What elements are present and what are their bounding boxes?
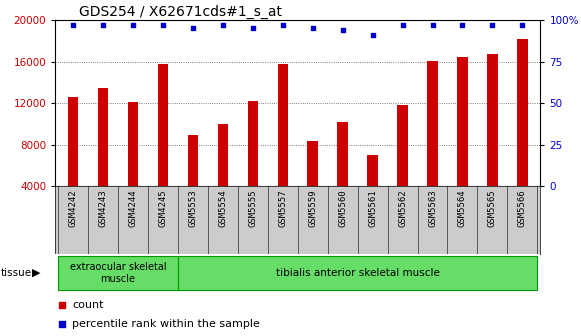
Point (428, 23, 437, 28)
Text: GSM4244: GSM4244 (128, 190, 138, 227)
Text: GDS254 / X62671cds#1_s_at: GDS254 / X62671cds#1_s_at (80, 5, 282, 19)
Text: percentile rank within the sample: percentile rank within the sample (72, 319, 260, 329)
Point (488, 23, 497, 28)
Text: GSM5560: GSM5560 (338, 190, 347, 227)
Bar (218, 124, 228, 228)
Text: GSM5554: GSM5554 (218, 190, 227, 227)
Point (98, 23, 107, 28)
Text: GSM5561: GSM5561 (368, 190, 377, 227)
Point (159, 23, 168, 28)
Point (218, 23, 228, 28)
Bar (58, 256, 178, 290)
Text: GSM5565: GSM5565 (488, 190, 497, 227)
Bar (98, 88, 108, 228)
Point (359, 26, 368, 31)
Bar (427, 61, 437, 228)
Point (518, 23, 527, 28)
Bar (517, 39, 528, 228)
Point (338, 28, 347, 33)
Text: GSM4243: GSM4243 (99, 190, 107, 227)
Text: GSM5563: GSM5563 (428, 190, 437, 227)
Bar (248, 101, 258, 228)
Text: extraocular skeletal
muscle: extraocular skeletal muscle (70, 262, 166, 284)
Text: GSM5562: GSM5562 (398, 190, 407, 227)
Text: tibialis anterior skeletal muscle: tibialis anterior skeletal muscle (276, 268, 440, 278)
Point (188, 26, 198, 31)
Bar (457, 56, 468, 228)
Point (368, 33, 377, 38)
Bar (487, 54, 498, 228)
Text: GSM5555: GSM5555 (248, 190, 257, 227)
Bar (178, 256, 537, 290)
Text: GSM5553: GSM5553 (188, 190, 198, 227)
Bar (128, 102, 138, 228)
Point (398, 23, 407, 28)
Point (308, 26, 317, 31)
Text: GSM4245: GSM4245 (159, 190, 167, 227)
Point (278, 23, 288, 28)
Bar (188, 134, 198, 228)
Text: GSM5559: GSM5559 (309, 190, 317, 227)
Text: GSM4242: GSM4242 (69, 190, 78, 227)
Point (458, 23, 467, 28)
Text: GSM5566: GSM5566 (518, 190, 527, 227)
Text: GSM5557: GSM5557 (278, 190, 287, 227)
Text: count: count (72, 300, 103, 309)
Text: GSM5564: GSM5564 (458, 190, 467, 227)
Point (69, 23, 78, 28)
Text: tissue: tissue (1, 268, 32, 278)
Text: ▶: ▶ (32, 268, 41, 278)
Bar (158, 64, 168, 228)
Bar (68, 97, 78, 228)
Bar (278, 64, 288, 228)
Bar (338, 122, 348, 228)
Bar (397, 106, 408, 228)
Bar (307, 141, 318, 228)
Bar (367, 155, 378, 228)
Point (248, 26, 257, 31)
Point (359, 200, 368, 206)
Point (128, 23, 138, 28)
